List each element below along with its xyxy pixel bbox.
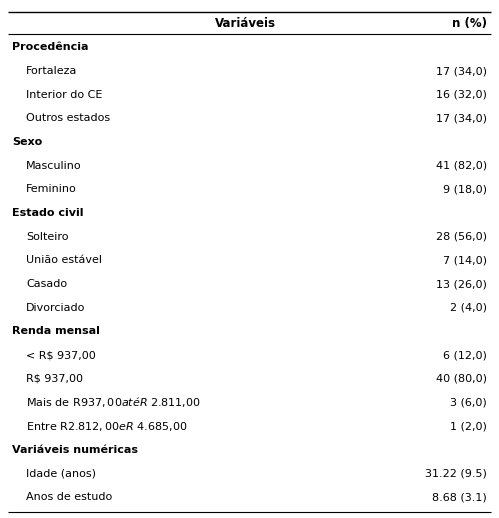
Text: 7 (14,0): 7 (14,0): [443, 255, 487, 265]
Text: 13 (26,0): 13 (26,0): [436, 279, 487, 289]
Text: Procedência: Procedência: [12, 42, 88, 52]
Text: 9 (18,0): 9 (18,0): [443, 184, 487, 194]
Text: Solteiro: Solteiro: [26, 232, 68, 242]
Text: n (%): n (%): [452, 17, 487, 31]
Text: Sexo: Sexo: [12, 137, 42, 147]
Text: União estável: União estável: [26, 255, 102, 265]
Text: 31.22 (9.5): 31.22 (9.5): [425, 468, 487, 479]
Text: Entre R$ 2.812,00 e R$ 4.685,00: Entre R$ 2.812,00 e R$ 4.685,00: [26, 420, 188, 433]
Text: Mais de R$ 937,00 até R$ 2.811,00: Mais de R$ 937,00 até R$ 2.811,00: [26, 395, 201, 409]
Text: 1 (2,0): 1 (2,0): [450, 421, 487, 431]
Text: < R$ 937,00: < R$ 937,00: [26, 350, 96, 360]
Text: 8.68 (3.1): 8.68 (3.1): [432, 492, 487, 502]
Text: Renda mensal: Renda mensal: [12, 326, 100, 336]
Text: 40 (80,0): 40 (80,0): [436, 374, 487, 384]
Text: Idade (anos): Idade (anos): [26, 468, 96, 479]
Text: 3 (6,0): 3 (6,0): [450, 397, 487, 408]
Text: Feminino: Feminino: [26, 184, 77, 194]
Text: Variáveis: Variáveis: [215, 17, 275, 31]
Text: Outros estados: Outros estados: [26, 113, 110, 123]
Text: Fortaleza: Fortaleza: [26, 66, 77, 76]
Text: Casado: Casado: [26, 279, 67, 289]
Text: Anos de estudo: Anos de estudo: [26, 492, 112, 502]
Text: 16 (32,0): 16 (32,0): [436, 90, 487, 100]
Text: Masculino: Masculino: [26, 161, 82, 171]
Text: 2 (4,0): 2 (4,0): [450, 303, 487, 313]
Text: 41 (82,0): 41 (82,0): [436, 161, 487, 171]
Text: R$ 937,00: R$ 937,00: [26, 374, 83, 384]
Text: 17 (34,0): 17 (34,0): [436, 113, 487, 123]
Text: 6 (12,0): 6 (12,0): [443, 350, 487, 360]
Text: Divorciado: Divorciado: [26, 303, 85, 313]
Text: 28 (56,0): 28 (56,0): [436, 232, 487, 242]
Text: Estado civil: Estado civil: [12, 208, 83, 218]
Text: Variáveis numéricas: Variáveis numéricas: [12, 445, 138, 455]
Text: Interior do CE: Interior do CE: [26, 90, 102, 100]
Text: 17 (34,0): 17 (34,0): [436, 66, 487, 76]
